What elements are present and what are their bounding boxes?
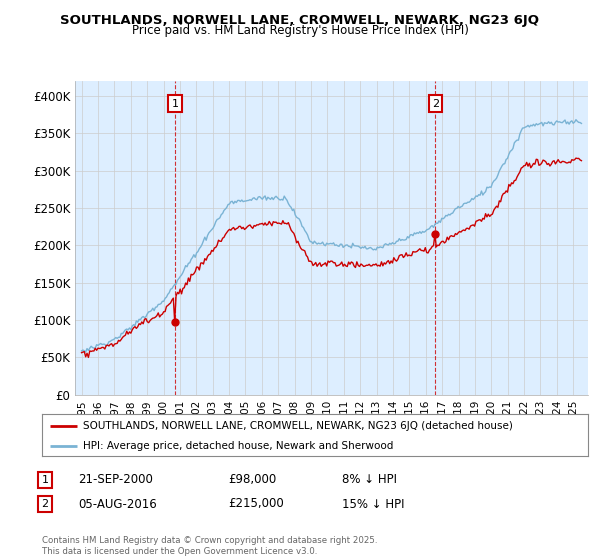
Text: 05-AUG-2016: 05-AUG-2016 (78, 497, 157, 511)
Text: 2: 2 (432, 99, 439, 109)
Text: 2: 2 (41, 499, 49, 509)
Text: 8% ↓ HPI: 8% ↓ HPI (342, 473, 397, 487)
Text: £98,000: £98,000 (228, 473, 276, 487)
Text: 15% ↓ HPI: 15% ↓ HPI (342, 497, 404, 511)
Text: SOUTHLANDS, NORWELL LANE, CROMWELL, NEWARK, NG23 6JQ (detached house): SOUTHLANDS, NORWELL LANE, CROMWELL, NEWA… (83, 421, 513, 431)
Text: 1: 1 (41, 475, 49, 485)
Text: Contains HM Land Registry data © Crown copyright and database right 2025.
This d: Contains HM Land Registry data © Crown c… (42, 536, 377, 556)
Text: 1: 1 (172, 99, 179, 109)
Text: Price paid vs. HM Land Registry's House Price Index (HPI): Price paid vs. HM Land Registry's House … (131, 24, 469, 37)
Text: 21-SEP-2000: 21-SEP-2000 (78, 473, 153, 487)
Text: £215,000: £215,000 (228, 497, 284, 511)
Text: SOUTHLANDS, NORWELL LANE, CROMWELL, NEWARK, NG23 6JQ: SOUTHLANDS, NORWELL LANE, CROMWELL, NEWA… (61, 14, 539, 27)
Text: HPI: Average price, detached house, Newark and Sherwood: HPI: Average price, detached house, Newa… (83, 441, 394, 451)
